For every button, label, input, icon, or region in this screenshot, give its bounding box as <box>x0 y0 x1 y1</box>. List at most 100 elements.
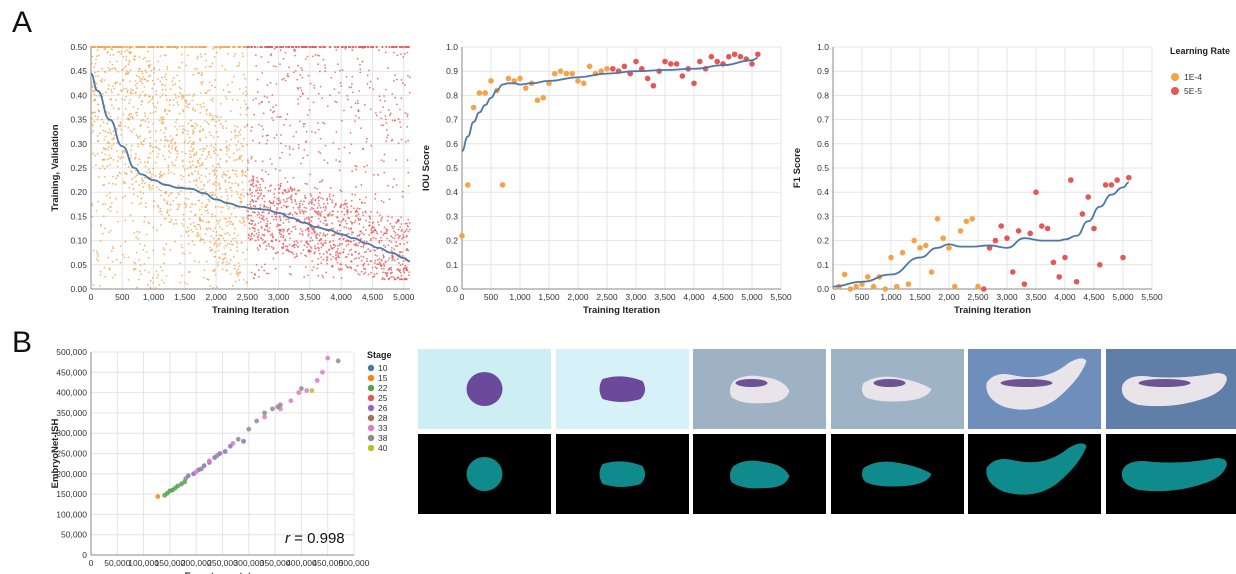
loss-point <box>314 46 317 48</box>
loss-point <box>387 184 389 187</box>
loss-point <box>207 278 210 281</box>
loss-point <box>324 224 327 226</box>
loss-point <box>90 95 93 98</box>
loss-point <box>134 80 137 83</box>
loss-point <box>319 220 322 223</box>
loss-point <box>174 141 177 144</box>
loss-point <box>183 141 186 144</box>
loss-point <box>240 154 243 157</box>
loss-point <box>334 251 337 254</box>
loss-point <box>201 153 204 156</box>
loss-point <box>259 237 262 239</box>
loss-point <box>251 222 254 225</box>
loss-point <box>371 46 374 48</box>
loss-point <box>133 59 136 61</box>
loss-point <box>310 201 313 204</box>
correlation-point <box>314 378 320 383</box>
loss-point <box>214 86 216 89</box>
loss-point <box>234 182 237 185</box>
loss-point <box>322 46 325 48</box>
f1-chart-x-tick-label: 5,500 <box>1141 292 1163 302</box>
loss-point <box>155 46 158 48</box>
loss-point <box>333 234 335 236</box>
loss-point <box>141 91 144 93</box>
loss-point <box>372 231 375 233</box>
loss-point <box>308 109 311 112</box>
loss-point <box>131 131 134 133</box>
loss-point <box>167 144 170 147</box>
correlation-point <box>193 469 199 475</box>
loss-point <box>362 147 365 150</box>
loss-point <box>384 246 387 249</box>
f1-chart-point <box>1068 177 1074 183</box>
loss-point <box>325 207 327 209</box>
loss-point <box>406 125 409 128</box>
loss-point <box>326 197 329 200</box>
f1-chart-point <box>934 216 941 222</box>
loss-point <box>222 173 224 176</box>
loss-point <box>136 82 139 85</box>
loss-point <box>199 112 202 114</box>
loss-point <box>218 184 220 187</box>
loss-point <box>373 173 375 176</box>
loss-point <box>325 256 328 259</box>
loss-point <box>163 54 166 57</box>
loss-point <box>231 98 234 101</box>
loss-point <box>263 269 266 272</box>
loss-point <box>192 95 195 97</box>
loss-point <box>305 58 307 60</box>
loss-point <box>254 200 257 203</box>
loss-point <box>136 111 139 114</box>
loss-point <box>202 102 205 105</box>
loss-point <box>177 104 180 106</box>
loss-point <box>299 86 302 89</box>
loss-point <box>190 124 193 127</box>
loss-point <box>151 46 154 48</box>
loss-point <box>175 145 178 148</box>
embryo-4-photo <box>830 349 964 429</box>
loss-point <box>261 233 264 236</box>
loss-point <box>214 168 216 171</box>
loss-chart-y-tick-label: 0.25 <box>70 163 87 173</box>
loss-point <box>189 223 192 226</box>
loss-point <box>337 268 340 270</box>
loss-point <box>297 143 300 146</box>
loss-point <box>313 252 316 255</box>
loss-point <box>149 136 152 139</box>
loss-point <box>378 261 381 264</box>
loss-point <box>354 164 357 167</box>
loss-point <box>391 271 393 274</box>
loss-point <box>226 153 228 156</box>
loss-point <box>163 262 165 265</box>
loss-point <box>400 274 403 277</box>
loss-point <box>138 158 141 161</box>
loss-point <box>398 235 401 238</box>
loss-point <box>115 128 118 130</box>
loss-point <box>273 213 276 216</box>
loss-point <box>400 223 403 225</box>
loss-point <box>191 240 194 243</box>
loss-point <box>245 86 248 89</box>
loss-point <box>282 243 285 246</box>
loss-point <box>194 46 197 48</box>
loss-point <box>400 97 403 100</box>
loss-point <box>258 195 260 198</box>
loss-point <box>299 74 302 76</box>
f1-chart-x-tick-label: 4,000 <box>1054 292 1076 302</box>
loss-point <box>195 178 198 181</box>
loss-point <box>390 241 393 243</box>
loss-point <box>122 196 125 199</box>
loss-point <box>146 117 149 120</box>
loss-point <box>91 204 94 207</box>
iou-chart-point <box>749 61 755 67</box>
loss-point <box>160 116 163 119</box>
f1-chart-point <box>899 249 906 256</box>
loss-point <box>399 108 401 111</box>
loss-point <box>132 193 135 196</box>
loss-point <box>144 120 147 123</box>
loss-point <box>235 190 238 193</box>
loss-point <box>194 109 197 112</box>
loss-point <box>121 68 123 71</box>
loss-point <box>250 271 253 274</box>
loss-point <box>313 87 316 89</box>
